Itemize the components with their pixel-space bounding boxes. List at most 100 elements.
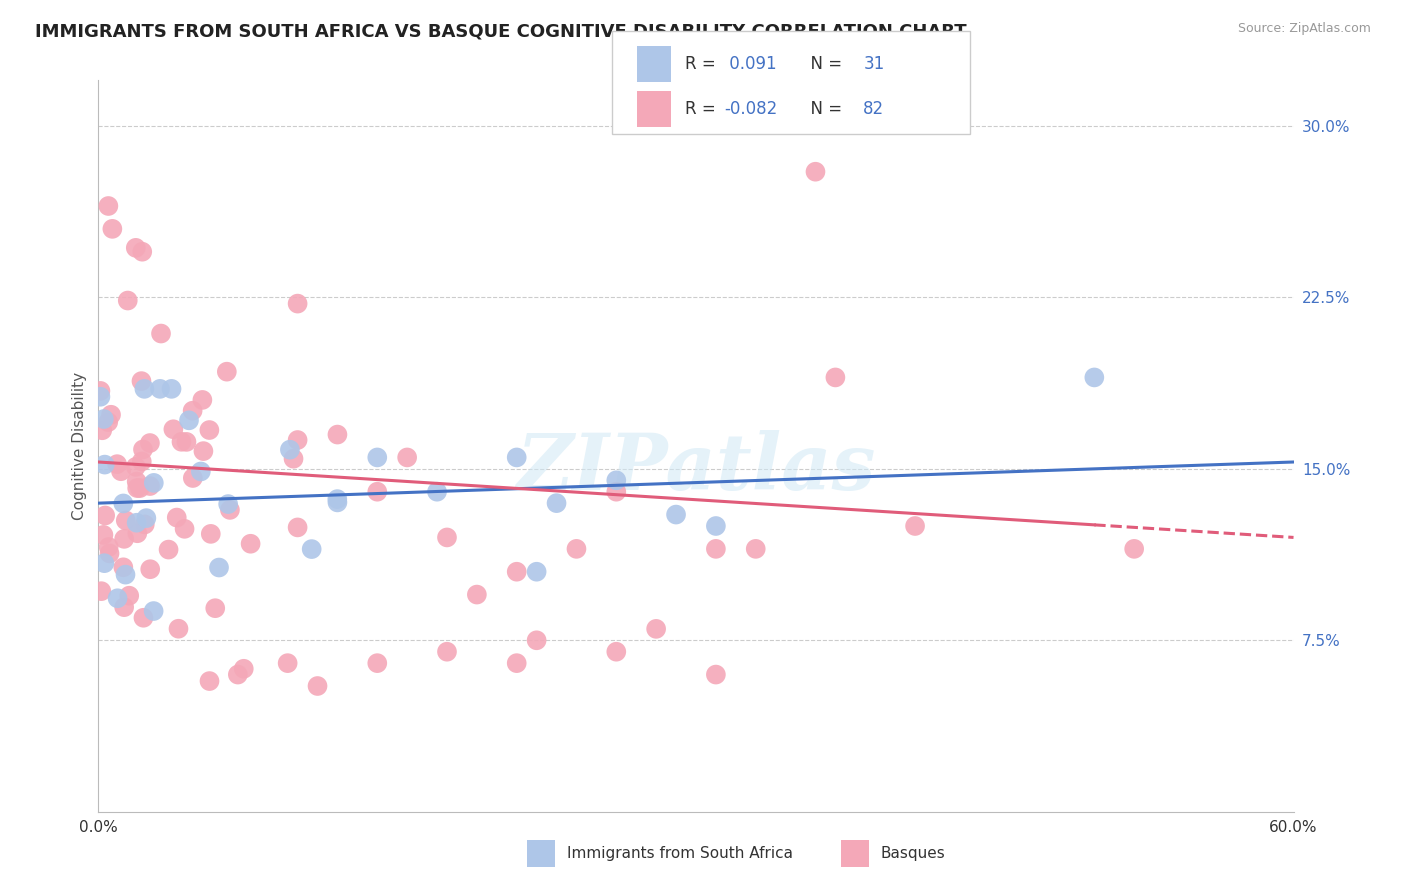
Point <box>217 497 239 511</box>
Text: Basques: Basques <box>880 847 945 861</box>
Point <box>283 451 305 466</box>
Point <box>128 481 150 495</box>
Point <box>97 199 120 213</box>
Point <box>232 662 254 676</box>
Point <box>1123 541 1146 556</box>
Point <box>177 413 200 427</box>
Point <box>105 457 128 471</box>
Point <box>307 679 329 693</box>
Point <box>605 484 627 499</box>
Text: ZIPatlas: ZIPatlas <box>516 430 876 506</box>
Point <box>176 434 198 449</box>
Point <box>149 382 172 396</box>
Point <box>131 374 153 388</box>
Point <box>127 481 149 495</box>
Point <box>198 674 221 689</box>
Point <box>226 667 249 681</box>
Point <box>215 365 238 379</box>
Point <box>704 667 727 681</box>
Point <box>167 622 190 636</box>
Point <box>278 442 301 457</box>
Point <box>114 513 136 527</box>
Point <box>204 601 226 615</box>
Point <box>301 542 323 557</box>
Point <box>112 600 135 615</box>
Point <box>326 492 349 507</box>
Point <box>287 296 309 310</box>
Point <box>181 403 204 417</box>
Point <box>134 382 156 396</box>
Point <box>239 537 262 551</box>
Point <box>139 436 162 450</box>
Point <box>219 503 242 517</box>
Point <box>1083 370 1105 384</box>
Point <box>326 427 349 442</box>
Point <box>546 496 568 510</box>
Point <box>704 541 727 556</box>
Point <box>904 519 927 533</box>
Point <box>366 484 388 499</box>
Text: IMMIGRANTS FROM SOUTH AFRICA VS BASQUE COGNITIVE DISABILITY CORRELATION CHART: IMMIGRANTS FROM SOUTH AFRICA VS BASQUE C… <box>35 22 967 40</box>
Point <box>565 541 588 556</box>
Point <box>131 244 153 259</box>
Point <box>142 475 165 490</box>
Text: N =: N = <box>800 100 848 118</box>
Point <box>125 459 148 474</box>
Point <box>139 479 162 493</box>
Text: Immigrants from South Africa: Immigrants from South Africa <box>567 847 793 861</box>
Point <box>605 473 627 487</box>
Point <box>100 408 122 422</box>
Point <box>526 565 548 579</box>
Point <box>90 584 112 599</box>
Text: R =: R = <box>685 54 721 73</box>
Point <box>426 484 449 499</box>
Point <box>645 622 668 636</box>
Point <box>157 542 180 557</box>
Point <box>101 222 124 236</box>
Point <box>131 454 153 468</box>
Text: Source: ZipAtlas.com: Source: ZipAtlas.com <box>1237 22 1371 36</box>
Point <box>132 611 155 625</box>
Point <box>97 415 120 429</box>
Point <box>125 241 148 255</box>
Text: 82: 82 <box>863 100 884 118</box>
Point <box>665 508 688 522</box>
Point <box>112 532 135 546</box>
Point <box>396 450 419 465</box>
Text: -0.082: -0.082 <box>724 100 778 118</box>
Point <box>191 392 214 407</box>
Point <box>162 422 184 436</box>
Point <box>93 412 115 426</box>
Point <box>97 540 120 554</box>
Point <box>173 522 195 536</box>
Point <box>160 382 183 396</box>
Point <box>89 384 111 398</box>
Point <box>166 510 188 524</box>
Point <box>139 562 162 576</box>
Point <box>745 541 768 556</box>
Point <box>94 508 117 523</box>
Point <box>93 556 115 570</box>
Point <box>110 464 132 478</box>
Point <box>150 326 173 341</box>
Point <box>436 645 458 659</box>
Text: 0.091: 0.091 <box>724 54 776 73</box>
Point <box>125 475 148 489</box>
Point <box>170 434 193 449</box>
Point <box>127 526 149 541</box>
Point <box>287 520 309 534</box>
Point <box>98 546 121 560</box>
Point <box>118 589 141 603</box>
Point <box>366 656 388 670</box>
Point <box>824 370 846 384</box>
Point <box>605 645 627 659</box>
Point <box>198 423 221 437</box>
Point <box>526 633 548 648</box>
Point <box>93 458 115 472</box>
Point <box>193 444 215 458</box>
Point <box>181 471 204 485</box>
Text: 31: 31 <box>863 54 884 73</box>
Point <box>112 560 135 574</box>
Point <box>107 591 129 606</box>
Point <box>91 423 114 437</box>
